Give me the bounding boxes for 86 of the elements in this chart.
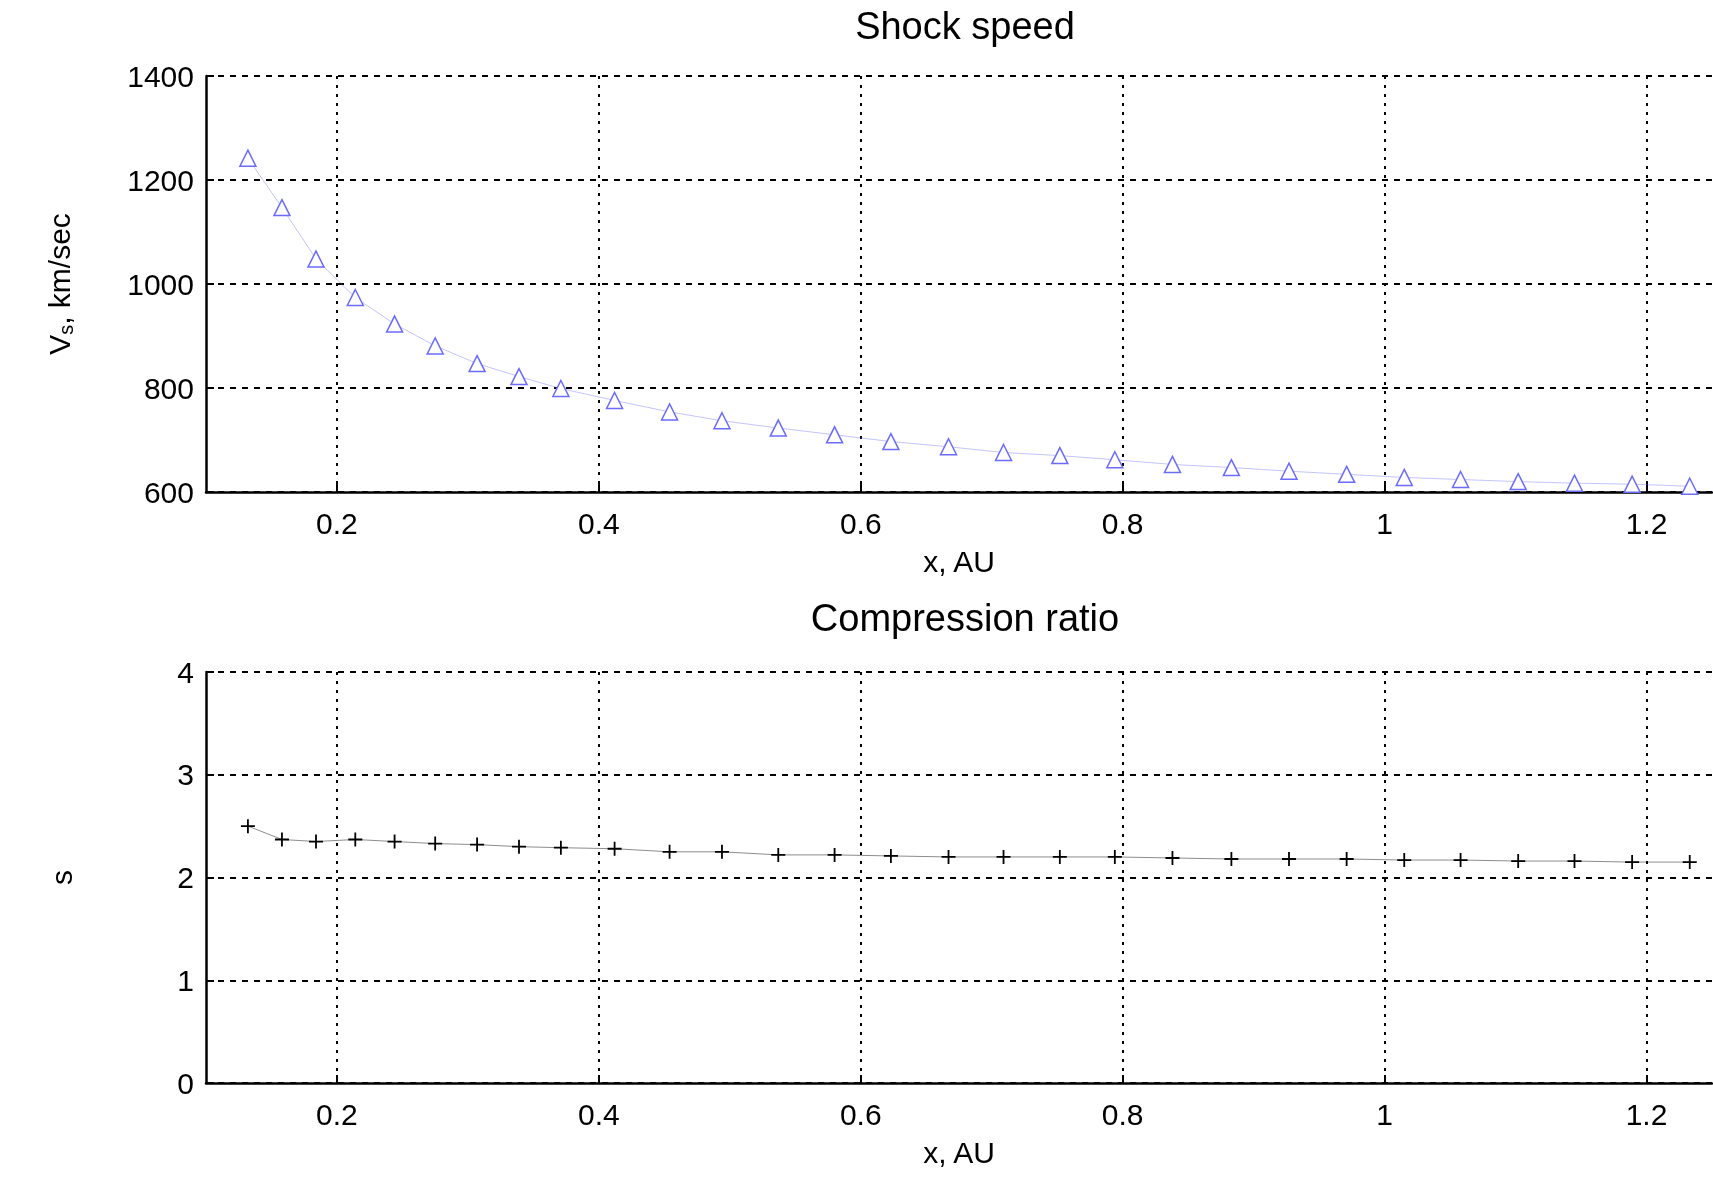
point bbox=[770, 846, 787, 863]
point bbox=[661, 843, 678, 860]
point bbox=[939, 438, 958, 456]
point bbox=[1337, 465, 1356, 484]
point bbox=[660, 403, 679, 421]
y-tick-label: 1 bbox=[177, 963, 194, 997]
point bbox=[240, 818, 256, 835]
x-tick-label: 1.2 bbox=[1625, 506, 1668, 540]
y-tick-label: 800 bbox=[143, 371, 194, 405]
point bbox=[714, 843, 730, 860]
point bbox=[825, 426, 844, 444]
point bbox=[1222, 458, 1241, 477]
point bbox=[826, 846, 843, 863]
point bbox=[1509, 472, 1527, 491]
point bbox=[1280, 462, 1298, 480]
point bbox=[347, 831, 364, 848]
y-tick-label: 1000 bbox=[127, 267, 194, 301]
x-tick-label: 0.4 bbox=[578, 1097, 620, 1131]
point bbox=[713, 412, 731, 430]
point bbox=[994, 443, 1013, 462]
y-tick-label: 3 bbox=[177, 758, 194, 792]
point bbox=[1223, 851, 1240, 867]
y-tick-label: 0 bbox=[177, 1066, 194, 1100]
point bbox=[1680, 477, 1699, 496]
x-tick-label: 0.2 bbox=[316, 506, 358, 540]
point bbox=[426, 337, 444, 355]
point bbox=[274, 831, 290, 848]
point bbox=[1452, 852, 1469, 868]
point bbox=[1163, 455, 1182, 474]
point bbox=[1396, 852, 1413, 868]
point bbox=[1106, 451, 1124, 469]
y-tick-label: 1400 bbox=[127, 59, 194, 93]
y-tick-label: 600 bbox=[143, 475, 194, 509]
point bbox=[307, 250, 325, 268]
point bbox=[1566, 853, 1583, 869]
point bbox=[510, 367, 528, 386]
point bbox=[940, 849, 957, 865]
point bbox=[605, 391, 624, 410]
point bbox=[385, 315, 404, 333]
point bbox=[1164, 850, 1181, 866]
point bbox=[1051, 849, 1068, 865]
point bbox=[1565, 474, 1584, 492]
point bbox=[552, 839, 569, 856]
point bbox=[469, 836, 485, 853]
x-tick-label: 0.4 bbox=[578, 506, 620, 540]
point bbox=[769, 419, 788, 437]
y-axis-title: s bbox=[44, 870, 78, 885]
y-axis-title: Vs, km/sec bbox=[42, 213, 77, 355]
x-tick-label: 0.8 bbox=[1101, 506, 1144, 540]
x-axis-title: x, AU bbox=[923, 1135, 995, 1169]
y-tick-label: 2 bbox=[177, 861, 194, 894]
point bbox=[882, 432, 900, 451]
point bbox=[308, 833, 324, 850]
point bbox=[1681, 854, 1698, 870]
y-tick-label: 1200 bbox=[127, 163, 194, 197]
point bbox=[1106, 849, 1123, 865]
point bbox=[1395, 468, 1413, 487]
point bbox=[273, 198, 291, 217]
x-tick-label: 1.2 bbox=[1625, 1097, 1668, 1131]
x-axis-title: x, AU bbox=[923, 544, 995, 578]
chart-title: Compression ratio bbox=[810, 597, 1120, 639]
x-tick-label: 0.8 bbox=[1101, 1097, 1144, 1131]
point bbox=[1338, 851, 1355, 867]
point bbox=[386, 833, 403, 850]
point bbox=[346, 288, 365, 307]
point bbox=[995, 849, 1012, 865]
point bbox=[468, 354, 486, 373]
point bbox=[883, 848, 899, 864]
point bbox=[511, 838, 527, 855]
point bbox=[1051, 446, 1069, 465]
x-tick-label: 1 bbox=[1376, 1097, 1393, 1131]
point bbox=[1281, 851, 1297, 867]
chart-title: Shock speed bbox=[855, 5, 1075, 47]
point bbox=[1510, 853, 1527, 869]
point bbox=[427, 835, 444, 852]
x-tick-label: 1 bbox=[1376, 506, 1393, 540]
point bbox=[1624, 854, 1641, 870]
x-tick-label: 0.2 bbox=[316, 1097, 358, 1131]
point bbox=[606, 840, 623, 857]
y-tick-label: 4 bbox=[177, 655, 194, 689]
point bbox=[1451, 470, 1470, 489]
point bbox=[552, 379, 570, 398]
x-tick-label: 0.6 bbox=[839, 1097, 882, 1131]
point bbox=[1623, 475, 1641, 493]
point bbox=[239, 149, 257, 167]
x-tick-label: 0.6 bbox=[839, 506, 882, 540]
